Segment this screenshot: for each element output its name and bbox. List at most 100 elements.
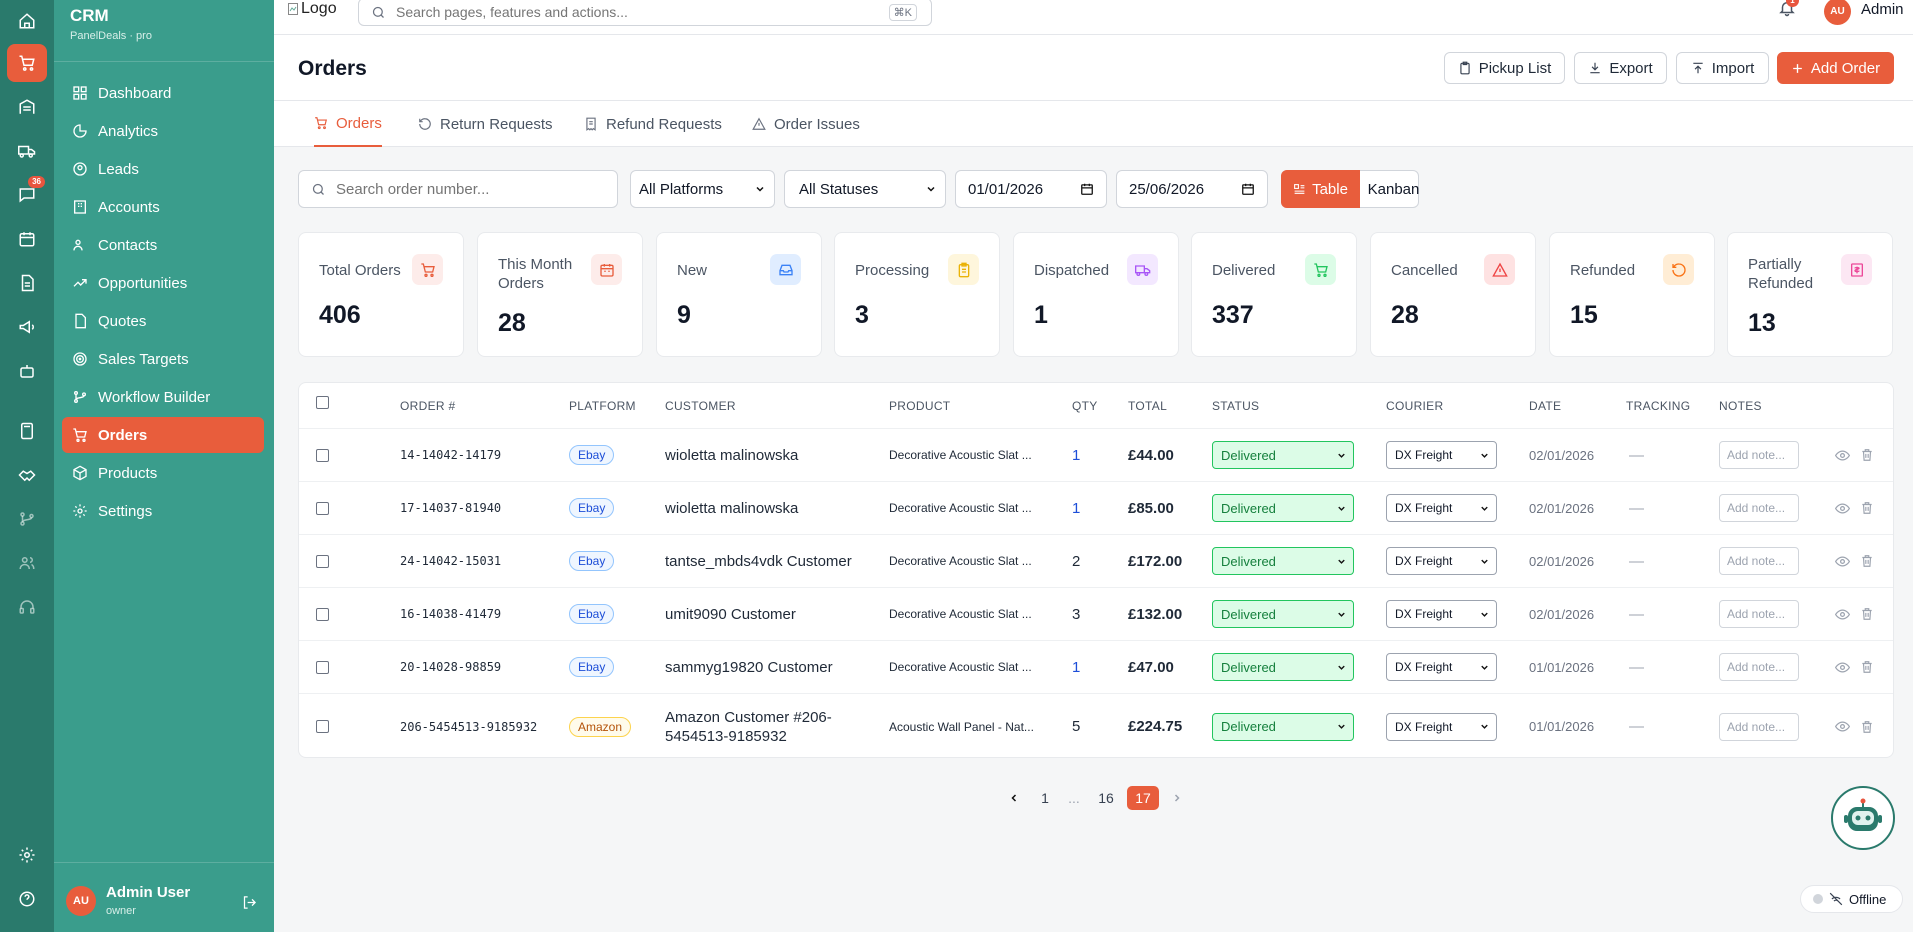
eye-icon[interactable] xyxy=(1835,535,1850,587)
eye-icon[interactable] xyxy=(1835,694,1850,757)
order-search-input[interactable] xyxy=(336,180,617,198)
help-icon[interactable] xyxy=(7,880,47,918)
status-dropdown[interactable]: Delivered xyxy=(1212,653,1354,681)
column-header[interactable]: QTY xyxy=(1072,399,1098,413)
page-button-current[interactable]: 17 xyxy=(1127,786,1159,810)
building-icon[interactable] xyxy=(7,88,47,126)
eye-icon[interactable] xyxy=(1835,641,1850,693)
megaphone-icon[interactable] xyxy=(7,308,47,346)
order-number[interactable]: 206-5454513-9185932 xyxy=(400,719,538,734)
robot-icon[interactable] xyxy=(7,352,47,390)
note-input[interactable]: Add note... xyxy=(1719,441,1799,469)
row-checkbox[interactable] xyxy=(316,482,329,534)
branch-icon[interactable] xyxy=(7,500,47,538)
bell-icon[interactable]: 1 xyxy=(1778,0,1799,18)
avatar[interactable]: AU xyxy=(66,886,96,916)
next-page-button[interactable] xyxy=(1167,786,1187,810)
column-header[interactable]: CUSTOMER xyxy=(665,399,736,413)
page-button[interactable]: 1 xyxy=(1041,790,1049,806)
user-name[interactable]: Admin xyxy=(1861,1,1904,18)
status-dropdown[interactable]: Delivered xyxy=(1212,712,1354,741)
global-search[interactable]: ⌘K xyxy=(358,0,932,26)
table-view-button[interactable]: Table xyxy=(1281,170,1360,208)
courier-dropdown[interactable]: DX Freight xyxy=(1386,653,1497,681)
status-select[interactable]: All Statuses xyxy=(784,170,946,208)
trash-icon[interactable] xyxy=(1860,694,1874,757)
stat-card-delivered[interactable]: Delivered 337 xyxy=(1191,232,1357,357)
stat-card-total-orders[interactable]: Total Orders 406 xyxy=(298,232,464,357)
chatbot-button[interactable] xyxy=(1831,786,1895,850)
pickup-list-button[interactable]: Pickup List xyxy=(1444,52,1565,84)
import-button[interactable]: Import xyxy=(1676,52,1769,84)
tab-orders[interactable]: Orders xyxy=(314,101,382,147)
courier-dropdown[interactable]: DX Freight xyxy=(1386,600,1497,628)
sidebar-item-analytics[interactable]: Analytics xyxy=(62,113,264,149)
sidebar-item-sales-targets[interactable]: Sales Targets xyxy=(62,341,264,377)
sidebar-item-products[interactable]: Products xyxy=(62,455,264,491)
order-number[interactable]: 14-14042-14179 xyxy=(400,448,502,462)
platform-select[interactable]: All Platforms xyxy=(630,170,775,208)
sidebar-item-quotes[interactable]: Quotes xyxy=(62,303,264,339)
order-number[interactable]: 24-14042-15031 xyxy=(400,554,502,568)
column-header[interactable]: STATUS xyxy=(1212,399,1260,413)
stat-card-partially-refunded[interactable]: Partially Refunded 13 xyxy=(1727,232,1893,357)
truck-icon[interactable] xyxy=(7,132,47,170)
sidebar-item-workflow-builder[interactable]: Workflow Builder xyxy=(62,379,264,415)
trash-icon[interactable] xyxy=(1860,588,1874,640)
row-checkbox[interactable] xyxy=(316,588,329,640)
status-dropdown[interactable]: Delivered xyxy=(1212,600,1354,628)
select-all-checkbox[interactable] xyxy=(316,396,329,409)
column-header[interactable]: PLATFORM xyxy=(569,399,636,413)
sidebar-item-opportunities[interactable]: Opportunities xyxy=(62,265,264,301)
note-input[interactable]: Add note... xyxy=(1719,712,1799,741)
column-header[interactable]: COURIER xyxy=(1386,399,1444,413)
order-number[interactable]: 16-14038-41479 xyxy=(400,607,502,621)
headset-icon[interactable] xyxy=(7,588,47,626)
note-input[interactable]: Add note... xyxy=(1719,494,1799,522)
table-row[interactable]: 16-14038-41479 Ebay umit9090 Customer Decor… xyxy=(299,587,1893,640)
trash-icon[interactable] xyxy=(1860,482,1874,534)
calculator-icon[interactable] xyxy=(7,412,47,450)
stat-card-refunded[interactable]: Refunded 15 xyxy=(1549,232,1715,357)
tab-return-requests[interactable]: Return Requests xyxy=(418,101,553,147)
stat-card-dispatched[interactable]: Dispatched 1 xyxy=(1013,232,1179,357)
table-row[interactable]: 24-14042-15031 Ebay tantse_mbds4vdk Custom… xyxy=(299,534,1893,587)
order-search[interactable] xyxy=(298,170,618,208)
add-order-button[interactable]: Add Order xyxy=(1777,52,1894,84)
eye-icon[interactable] xyxy=(1835,429,1850,481)
courier-dropdown[interactable]: DX Freight xyxy=(1386,712,1497,741)
logout-icon[interactable] xyxy=(242,895,257,910)
status-dropdown[interactable]: Delivered xyxy=(1212,441,1354,469)
tab-order-issues[interactable]: Order Issues xyxy=(752,101,860,147)
global-search-input[interactable] xyxy=(396,4,879,20)
cart-icon[interactable] xyxy=(7,44,47,82)
connection-status[interactable]: Offline xyxy=(1800,885,1903,913)
column-header[interactable]: ORDER # xyxy=(400,399,456,413)
status-dropdown[interactable]: Delivered xyxy=(1212,494,1354,522)
trash-icon[interactable] xyxy=(1860,535,1874,587)
sidebar-item-leads[interactable]: Leads xyxy=(62,151,264,187)
table-row[interactable]: 17-14037-81940 Ebay wioletta malinowska Dec… xyxy=(299,481,1893,534)
stat-card-new[interactable]: New 9 xyxy=(656,232,822,357)
row-checkbox[interactable] xyxy=(316,641,329,693)
gear-icon[interactable] xyxy=(7,836,47,874)
order-number[interactable]: 20-14028-98859 xyxy=(400,660,502,674)
trash-icon[interactable] xyxy=(1860,429,1874,481)
row-checkbox[interactable] xyxy=(316,429,329,481)
chat-icon[interactable]: 36 xyxy=(7,176,47,214)
sidebar-item-contacts[interactable]: Contacts xyxy=(62,227,264,263)
note-input[interactable]: Add note... xyxy=(1719,547,1799,575)
sidebar-item-accounts[interactable]: Accounts xyxy=(62,189,264,225)
note-input[interactable]: Add note... xyxy=(1719,653,1799,681)
export-button[interactable]: Export xyxy=(1574,52,1667,84)
sidebar-item-orders[interactable]: Orders xyxy=(62,417,264,453)
column-header[interactable]: NOTES xyxy=(1719,399,1762,413)
table-row[interactable]: 206-5454513-9185932 Amazon Amazon Customer… xyxy=(299,693,1893,757)
prev-page-button[interactable] xyxy=(1004,786,1024,810)
avatar[interactable]: AU xyxy=(1824,0,1851,25)
users-icon[interactable] xyxy=(7,544,47,582)
sidebar-item-dashboard[interactable]: Dashboard xyxy=(62,75,264,111)
calendar-icon[interactable] xyxy=(7,220,47,258)
table-row[interactable]: 14-14042-14179 Ebay wioletta malinowska Dec… xyxy=(299,428,1893,481)
page-button[interactable]: 16 xyxy=(1098,790,1114,806)
